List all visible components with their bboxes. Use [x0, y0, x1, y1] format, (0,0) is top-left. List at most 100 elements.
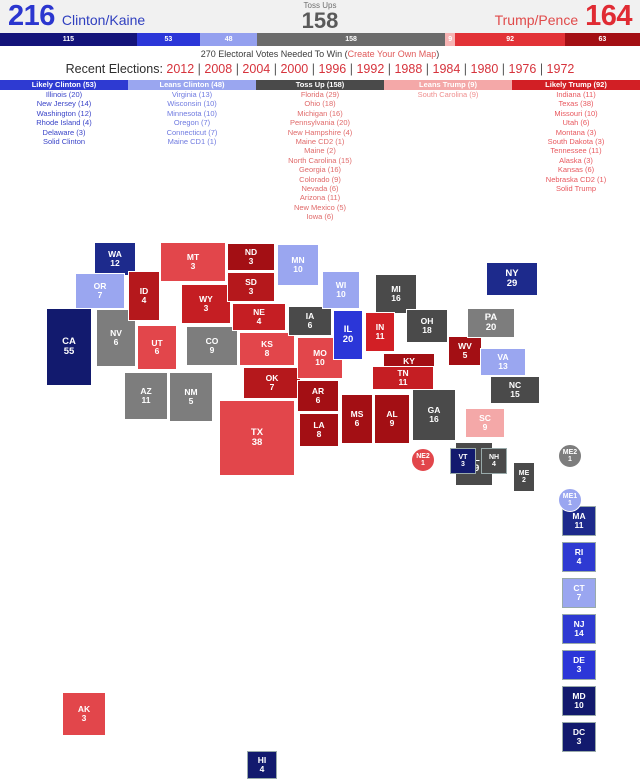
state-tx[interactable]: TX 38	[219, 399, 295, 476]
legend-item[interactable]: Colorado (9)	[299, 174, 341, 184]
legend-item[interactable]: Alaska (3)	[559, 155, 593, 165]
create-your-own-map-link[interactable]: Create Your Own Map	[347, 49, 437, 59]
bar-segment-leans-clinton[interactable]: 53	[136, 33, 201, 46]
recent-election-year-2000[interactable]: 2000	[280, 62, 309, 76]
state-md[interactable]: MD 10	[562, 685, 596, 716]
state-wv[interactable]: WV 5	[448, 335, 482, 366]
state-wi[interactable]: WI 10	[322, 270, 360, 309]
legend-item[interactable]: Michigan (16)	[297, 108, 343, 118]
legend-item[interactable]: Solid Clinton	[42, 137, 86, 147]
legend-item[interactable]: New Mexico (5)	[293, 202, 347, 212]
legend-item[interactable]: Solid Trump	[555, 184, 597, 194]
legend-item[interactable]: Delaware (3)	[42, 127, 86, 137]
recent-election-year-1996[interactable]: 1996	[318, 62, 347, 76]
legend-item[interactable]: Iowa (6)	[306, 212, 334, 222]
state-nj[interactable]: NJ 14	[562, 613, 596, 644]
bar-segment-solid-trump[interactable]: 63	[564, 33, 640, 46]
state-or[interactable]: OR 7	[75, 272, 125, 309]
state-tn[interactable]: TN 11	[372, 365, 434, 390]
legend-item[interactable]: Virginia (13)	[171, 90, 213, 99]
legend-item[interactable]: Maine CD2 (1)	[295, 137, 345, 147]
recent-election-year-2008[interactable]: 2008	[204, 62, 233, 76]
recent-election-year-2004[interactable]: 2004	[242, 62, 271, 76]
legend-item[interactable]: Minnesota (10)	[166, 108, 218, 118]
legend-item[interactable]: Nevada (6)	[301, 184, 339, 194]
state-vt[interactable]: VT 3	[450, 447, 476, 474]
state-me[interactable]: ME 2	[513, 461, 535, 492]
state-ct[interactable]: CT 7	[562, 577, 596, 608]
state-hi[interactable]: HI 4	[247, 750, 277, 779]
legend-item[interactable]: Illinois (20)	[45, 90, 83, 99]
bar-segment-likely-trump[interactable]: 92	[455, 33, 565, 46]
legend-item[interactable]: Georgia (16)	[298, 165, 342, 175]
legend-item[interactable]: New Jersey (14)	[36, 99, 92, 109]
legend-item[interactable]: Rhode Island (4)	[36, 118, 92, 128]
state-dc[interactable]: DC 3	[562, 721, 596, 752]
legend-item[interactable]: Missouri (10)	[554, 108, 598, 118]
bar-segment-tilt-clinton[interactable]: 48	[200, 33, 258, 46]
state-wy[interactable]: WY 3	[181, 283, 231, 324]
recent-election-year-1976[interactable]: 1976	[508, 62, 537, 76]
state-oh[interactable]: OH 18	[406, 308, 448, 343]
legend-item[interactable]: New Hampshire (4)	[287, 127, 353, 137]
recent-election-year-1988[interactable]: 1988	[394, 62, 423, 76]
state-al[interactable]: AL 9	[374, 393, 410, 444]
state-la[interactable]: LA 8	[299, 412, 339, 447]
legend-item[interactable]: North Carolina (15)	[288, 155, 352, 165]
state-ga[interactable]: GA 16	[412, 388, 456, 441]
legend-item[interactable]: Ohio (18)	[304, 99, 336, 109]
state-mi[interactable]: MI 16	[375, 273, 417, 314]
state-in[interactable]: IN 11	[365, 311, 395, 352]
legend-item[interactable]: South Dakota (3)	[547, 137, 605, 147]
state-me1[interactable]: ME1 1	[558, 487, 582, 512]
state-ne2[interactable]: NE2 1	[411, 447, 435, 472]
state-va[interactable]: VA 13	[480, 347, 526, 376]
state-wa[interactable]: WA 12	[94, 241, 136, 276]
state-mt[interactable]: MT 3	[160, 241, 226, 282]
state-sc[interactable]: SC 9	[465, 407, 505, 438]
state-il[interactable]: IL 20	[333, 309, 363, 360]
legend-item[interactable]: South Carolina (9)	[417, 90, 479, 99]
state-nh[interactable]: NH 4	[481, 447, 507, 474]
legend-item[interactable]: Maine CD1 (1)	[167, 137, 217, 147]
state-nd[interactable]: ND 3	[227, 242, 275, 271]
state-id[interactable]: ID 4	[128, 270, 160, 321]
state-ok[interactable]: OK 7	[243, 366, 301, 399]
state-me2[interactable]: ME2 1	[558, 443, 582, 468]
bar-segment-likely-clinton[interactable]: 115	[0, 33, 137, 46]
legend-item[interactable]: Montana (3)	[555, 127, 597, 137]
state-de[interactable]: DE 3	[562, 649, 596, 680]
legend-item[interactable]: Connecticut (7)	[166, 127, 218, 137]
state-sd[interactable]: SD 3	[227, 271, 275, 302]
legend-item[interactable]: Wisconsin (10)	[167, 99, 217, 109]
recent-election-year-1992[interactable]: 1992	[356, 62, 385, 76]
state-ut[interactable]: UT 6	[137, 324, 177, 370]
state-ak[interactable]: AK 3	[62, 691, 106, 736]
legend-item[interactable]: Florida (29)	[300, 90, 340, 99]
legend-item[interactable]: Texas (38)	[558, 99, 594, 109]
state-co[interactable]: CO 9	[186, 325, 238, 366]
legend-item[interactable]: Nebraska CD2 (1)	[545, 174, 607, 184]
state-ar[interactable]: AR 6	[297, 379, 339, 412]
state-ms[interactable]: MS 6	[341, 393, 373, 444]
legend-item[interactable]: Oregon (7)	[173, 118, 211, 128]
recent-election-year-1972[interactable]: 1972	[546, 62, 575, 76]
recent-election-year-2012[interactable]: 2012	[166, 62, 195, 76]
bar-segment-toss-up[interactable]: 158	[257, 33, 445, 46]
legend-item[interactable]: Indiana (11)	[556, 90, 596, 99]
bar-segment-leans-trump-thin[interactable]: 9	[444, 33, 456, 46]
legend-item[interactable]: Arizona (11)	[299, 193, 341, 203]
legend-item[interactable]: Maine (2)	[304, 146, 336, 156]
legend-item[interactable]: Utah (6)	[562, 118, 590, 128]
recent-election-year-1980[interactable]: 1980	[470, 62, 499, 76]
legend-item[interactable]: Washington (12)	[36, 108, 92, 118]
legend-item[interactable]: Pennsylvania (20)	[289, 118, 351, 128]
state-nm[interactable]: NM 5	[169, 371, 213, 422]
legend-item[interactable]: Tennessee (11)	[550, 146, 602, 156]
recent-election-year-1984[interactable]: 1984	[432, 62, 461, 76]
state-ri[interactable]: RI 4	[562, 541, 596, 572]
state-pa[interactable]: PA 20	[467, 307, 515, 338]
state-nc[interactable]: NC 15	[490, 375, 540, 404]
state-ny[interactable]: NY 29	[486, 261, 538, 296]
state-mn[interactable]: MN 10	[277, 243, 319, 286]
